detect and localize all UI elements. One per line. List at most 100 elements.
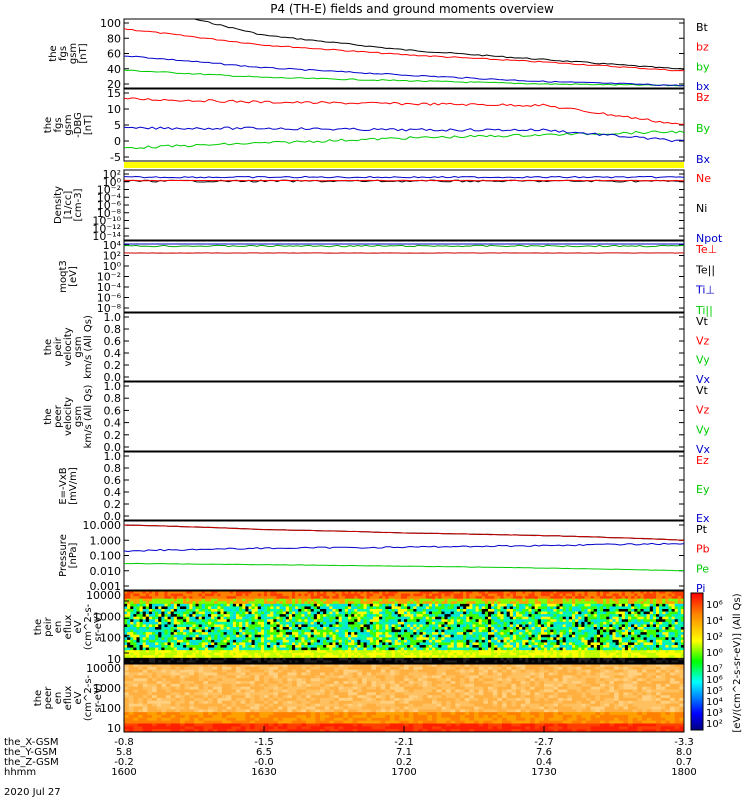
heatmap-cell: [332, 609, 336, 612]
heatmap-cell: [590, 614, 595, 618]
heatmap-cell: [248, 629, 252, 633]
heatmap-cell: [680, 632, 685, 636]
heatmap-cell: [578, 596, 582, 600]
heatmap-cell: [537, 591, 542, 594]
heatmap-cell: [618, 611, 623, 615]
heatmap-cell: [572, 639, 576, 643]
heatmap-cell: [624, 637, 629, 641]
heatmap-cell: [214, 601, 218, 605]
heatmap-cell: [148, 611, 153, 615]
heatmap-cell: [176, 593, 181, 597]
heatmap-cell: [292, 591, 296, 594]
heatmap-cell: [643, 603, 648, 607]
heatmap-cell: [313, 642, 318, 646]
heatmap-cell: [201, 596, 206, 600]
heatmap-cell: [136, 645, 140, 648]
heatmap-cell: [463, 611, 467, 615]
heatmap-cell: [357, 614, 361, 618]
heatmap-cell: [637, 616, 641, 620]
heatmap-cell: [593, 637, 598, 641]
heatmap-cell: [662, 611, 666, 615]
heatmap-cell: [198, 627, 203, 630]
heatmap-cell: [640, 603, 644, 607]
heatmap-cell: [553, 624, 557, 628]
heatmap-cell: [167, 624, 172, 628]
heatmap-cell: [127, 601, 131, 605]
heatmap-cell: [578, 642, 582, 646]
heatmap-cell: [540, 629, 545, 633]
heatmap-cell: [232, 629, 237, 633]
heatmap-cell: [260, 593, 265, 597]
heatmap-cell: [242, 614, 246, 618]
heatmap-cell: [494, 619, 498, 623]
heatmap-cell: [338, 624, 343, 628]
heatmap-cell: [369, 619, 374, 623]
heatmap-cell: [463, 614, 467, 618]
heatmap-cell: [488, 634, 492, 638]
heatmap-cell: [270, 596, 274, 600]
heatmap-cell: [488, 627, 492, 630]
heatmap-cell: [603, 593, 607, 597]
heatmap-cell: [229, 601, 234, 605]
heatmap-cell: [288, 647, 293, 651]
heatmap-cell: [142, 655, 147, 659]
heatmap-cell: [531, 645, 536, 648]
heatmap-cell: [298, 655, 302, 659]
heatmap-cell: [276, 603, 280, 607]
heatmap-cell: [628, 619, 632, 623]
heatmap-cell: [220, 624, 224, 628]
heatmap-cell: [456, 647, 461, 651]
heatmap-cell: [232, 655, 237, 659]
heatmap-cell: [556, 639, 560, 643]
heatmap-cell: [158, 624, 162, 628]
heatmap-cell: [450, 606, 455, 610]
heatmap-cell: [208, 611, 212, 615]
heatmap-cell: [568, 606, 573, 610]
heatmap-cell: [192, 593, 196, 597]
heatmap-cell: [288, 655, 293, 659]
heatmap-cell: [270, 603, 274, 607]
heatmap-cell: [413, 645, 417, 648]
heatmap-cell: [155, 627, 159, 630]
heatmap-cell: [357, 632, 361, 636]
heatmap-cell: [460, 603, 464, 607]
heatmap-cell: [251, 609, 256, 612]
heatmap-cell: [674, 603, 679, 607]
heatmap-cell: [204, 629, 209, 633]
heatmap-cell: [674, 627, 679, 630]
heatmap-cell: [497, 603, 501, 607]
heatmap-cell: [335, 598, 340, 602]
heatmap-cell: [282, 614, 287, 618]
heatmap-cell: [220, 598, 224, 602]
heatmap-cell: [142, 609, 147, 612]
heatmap-cell: [391, 601, 396, 605]
heatmap-cell: [509, 627, 514, 630]
heatmap-cell: [444, 609, 448, 612]
heatmap-cell: [288, 629, 293, 633]
heatmap-cell: [211, 596, 215, 600]
heatmap-cell: [214, 609, 218, 612]
heatmap-cell: [397, 642, 402, 646]
heatmap-cell: [506, 591, 511, 594]
heatmap-cell: [161, 639, 165, 643]
heatmap-cell: [167, 639, 172, 643]
heatmap-cell: [419, 609, 424, 612]
heatmap-cell: [503, 601, 508, 605]
heatmap-cell: [531, 616, 536, 620]
heatmap-cell: [391, 598, 396, 602]
heatmap-cell: [624, 629, 629, 633]
heatmap-cell: [481, 645, 486, 648]
heatmap-cell: [671, 637, 676, 641]
heatmap-cell: [680, 634, 685, 638]
heatmap-cell: [260, 598, 265, 602]
heatmap-cell: [260, 647, 265, 651]
heatmap-cell: [624, 593, 629, 597]
heatmap-cell: [460, 627, 464, 630]
heatmap-cell: [285, 639, 290, 643]
heatmap-cell: [254, 627, 259, 630]
heatmap-cell: [652, 627, 657, 630]
heatmap-cell: [186, 634, 190, 638]
heatmap-cell: [466, 655, 470, 659]
heatmap-cell: [301, 629, 305, 633]
